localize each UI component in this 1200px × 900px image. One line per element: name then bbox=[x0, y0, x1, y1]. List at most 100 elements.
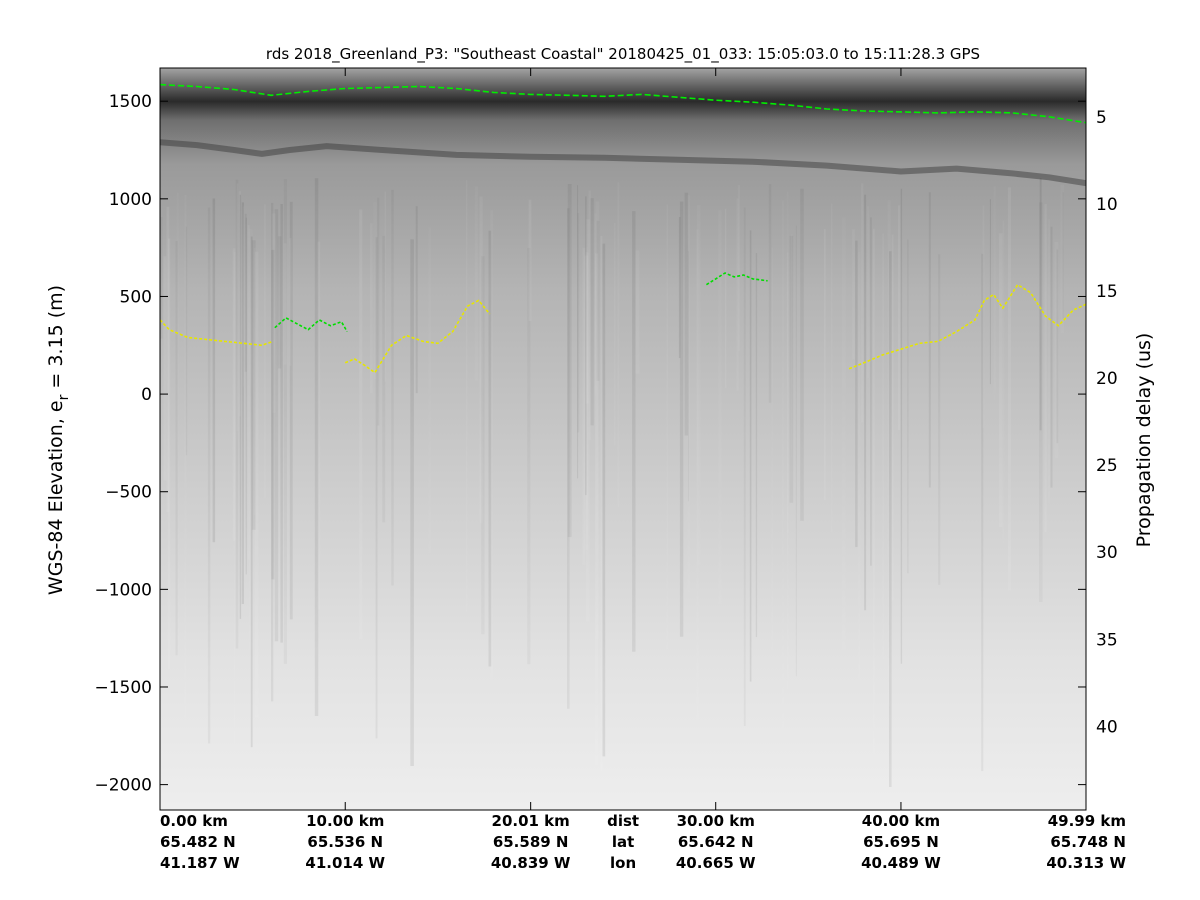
left-axis-label: WGS-84 Elevation, er = 3.15 (m) bbox=[45, 285, 72, 595]
footer-lat-value: 65.482 N bbox=[160, 833, 236, 851]
echo-streak bbox=[994, 186, 996, 400]
echo-streak bbox=[679, 201, 684, 637]
echo-streak bbox=[415, 206, 418, 394]
echo-streak bbox=[585, 252, 589, 404]
footer-lon-value: 40.489 W bbox=[861, 854, 941, 872]
footer-row-label-lat: lat bbox=[612, 833, 634, 851]
radar-echo-background bbox=[160, 68, 1086, 810]
footer-row-label-lon: lon bbox=[610, 854, 636, 872]
echo-streak bbox=[769, 184, 772, 403]
echo-streak bbox=[428, 228, 431, 553]
footer-lon-value: 40.839 W bbox=[491, 854, 571, 872]
echo-streak bbox=[274, 209, 279, 642]
echo-streak bbox=[254, 251, 259, 718]
footer-dist-value: 40.00 km bbox=[862, 812, 940, 830]
echo-streak bbox=[277, 236, 282, 369]
echo-streak bbox=[998, 233, 1003, 528]
right-tick-label: 5 bbox=[1096, 108, 1107, 128]
footer-lat-value: 65.536 N bbox=[307, 833, 383, 851]
echo-streak bbox=[772, 248, 774, 717]
echo-streak bbox=[632, 211, 636, 652]
footer-lat-value: 65.695 N bbox=[863, 833, 939, 851]
echo-streak bbox=[488, 230, 492, 667]
echo-streak bbox=[791, 234, 793, 458]
echo-streak bbox=[938, 254, 940, 585]
right-axis-label: Propagation delay (us) bbox=[1133, 333, 1155, 548]
echo-streak bbox=[864, 194, 867, 611]
echo-streak bbox=[887, 200, 891, 707]
series-bed-2 bbox=[274, 317, 348, 332]
series-bed-3 bbox=[160, 319, 274, 347]
echo-streak bbox=[982, 205, 985, 428]
left-tick-label: −500 bbox=[105, 483, 152, 503]
echo-streak bbox=[873, 228, 875, 754]
footer-lat-value: 65.589 N bbox=[493, 833, 569, 851]
echo-streak bbox=[233, 252, 236, 744]
echo-streak bbox=[369, 223, 373, 394]
echo-streak bbox=[782, 200, 784, 735]
echo-streak bbox=[831, 203, 833, 533]
echo-streak bbox=[582, 247, 586, 565]
echo-streak bbox=[594, 213, 597, 396]
echo-streak bbox=[1007, 187, 1011, 591]
echo-streak bbox=[823, 229, 826, 501]
echo-streak bbox=[283, 243, 287, 365]
echo-streak bbox=[898, 205, 901, 431]
echo-streak bbox=[241, 202, 244, 604]
footer-dist-value: 49.99 km bbox=[1048, 812, 1126, 830]
echo-streak bbox=[317, 241, 321, 610]
echo-streak bbox=[577, 213, 579, 432]
echo-streak bbox=[212, 198, 216, 543]
echo-streak bbox=[466, 180, 468, 612]
echo-streak bbox=[800, 188, 804, 521]
echo-streak bbox=[861, 183, 864, 423]
echo-streak bbox=[907, 239, 909, 573]
echo-streak bbox=[264, 204, 266, 498]
echo-streak bbox=[586, 219, 590, 622]
right-axis-ticks: 5 10 15 20 25 30 35 40 bbox=[1096, 108, 1118, 738]
chart-title: rds 2018_Greenland_P3: "Southeast Coasta… bbox=[266, 45, 980, 64]
echo-streak bbox=[490, 210, 493, 697]
echo-streak bbox=[253, 247, 256, 515]
left-tick-label: 0 bbox=[141, 385, 152, 405]
echo-streak bbox=[789, 235, 794, 503]
echo-streak bbox=[479, 196, 483, 524]
left-tick-label: −1500 bbox=[94, 678, 152, 698]
echo-streak bbox=[1054, 241, 1059, 458]
echo-streak bbox=[208, 208, 210, 744]
echo-streak bbox=[928, 192, 931, 488]
left-tick-label: 500 bbox=[120, 287, 152, 307]
series-surface-0 bbox=[160, 83, 1086, 124]
echo-streak bbox=[989, 199, 991, 385]
echo-streak bbox=[786, 252, 789, 690]
echo-streak bbox=[410, 239, 414, 767]
echo-streak bbox=[375, 237, 378, 739]
plot-area bbox=[160, 68, 1086, 810]
echo-streak bbox=[600, 236, 603, 772]
echo-streak bbox=[585, 196, 587, 496]
echo-streak bbox=[882, 233, 884, 660]
left-tick-label: −2000 bbox=[94, 776, 152, 796]
echo-streak bbox=[244, 213, 247, 372]
echo-streak bbox=[163, 256, 167, 481]
echo-streak bbox=[614, 222, 616, 446]
left-axis-label-subscript: r bbox=[56, 394, 72, 400]
echo-streak bbox=[588, 190, 591, 441]
left-tick-label: 1500 bbox=[109, 92, 152, 112]
echo-streak bbox=[796, 226, 797, 677]
echo-streak bbox=[251, 240, 256, 530]
distance-lat-lon-footer: 0.00 km 65.482 N 41.187 W 10.00 km 65.536 N 4… bbox=[159, 68, 1126, 872]
echo-streak bbox=[166, 206, 170, 513]
echo-streak bbox=[1044, 204, 1047, 533]
left-tick-label: 1000 bbox=[109, 190, 152, 210]
echo-streak bbox=[1050, 226, 1053, 488]
echo-streak bbox=[314, 178, 319, 716]
echo-streak bbox=[889, 251, 892, 787]
echo-streak bbox=[870, 217, 872, 566]
echo-streak bbox=[1063, 192, 1064, 318]
echo-streak bbox=[842, 217, 846, 706]
echo-streak bbox=[900, 188, 903, 664]
echo-streak bbox=[855, 240, 858, 548]
echo-streak bbox=[1048, 219, 1050, 503]
echo-streak bbox=[755, 253, 758, 638]
